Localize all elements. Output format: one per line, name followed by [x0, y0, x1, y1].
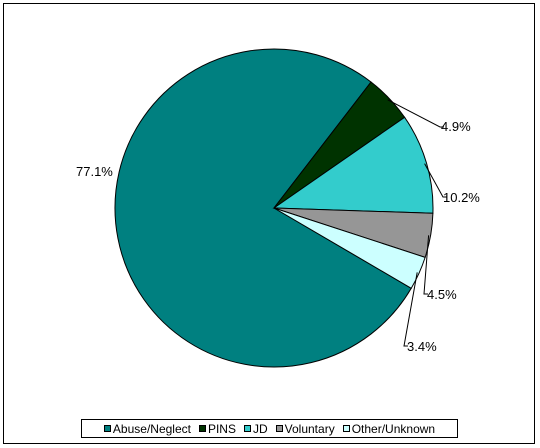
legend-item: Voluntary: [275, 421, 335, 436]
legend-item: PINS: [198, 421, 236, 436]
legend-label: JD: [252, 421, 268, 436]
data-label: 4.5%: [427, 287, 457, 302]
legend-swatch: [198, 425, 206, 432]
legend-label: Voluntary: [284, 421, 335, 436]
data-label: 3.4%: [407, 339, 437, 354]
legend-label: Other/Unknown: [351, 421, 436, 436]
leader-line: [423, 235, 430, 295]
legend-label: Abuse/Neglect: [112, 421, 191, 436]
legend: Abuse/Neglect PINS JD Voluntary Other/Unknow…: [81, 419, 458, 438]
legend-swatch: [342, 425, 350, 432]
leader-line: [424, 163, 447, 198]
legend-item: Abuse/Neglect: [103, 421, 191, 436]
pie-slice-jd: [272, 116, 434, 214]
legend-item: JD: [243, 421, 268, 436]
pie-slice-abuse-neglect: [114, 48, 412, 368]
legend-swatch: [243, 425, 251, 432]
legend-item: Other/Unknown: [342, 421, 436, 436]
data-label: 77.1%: [76, 164, 113, 179]
pie-slice-other-unknown: [273, 207, 426, 289]
leader-line: [387, 99, 444, 128]
data-label: 4.9%: [441, 119, 471, 134]
legend-swatch: [103, 425, 111, 432]
legend-label: PINS: [207, 421, 236, 436]
leader-line: [403, 272, 418, 347]
legend-swatch: [275, 425, 283, 432]
data-label: 10.2%: [443, 190, 480, 205]
